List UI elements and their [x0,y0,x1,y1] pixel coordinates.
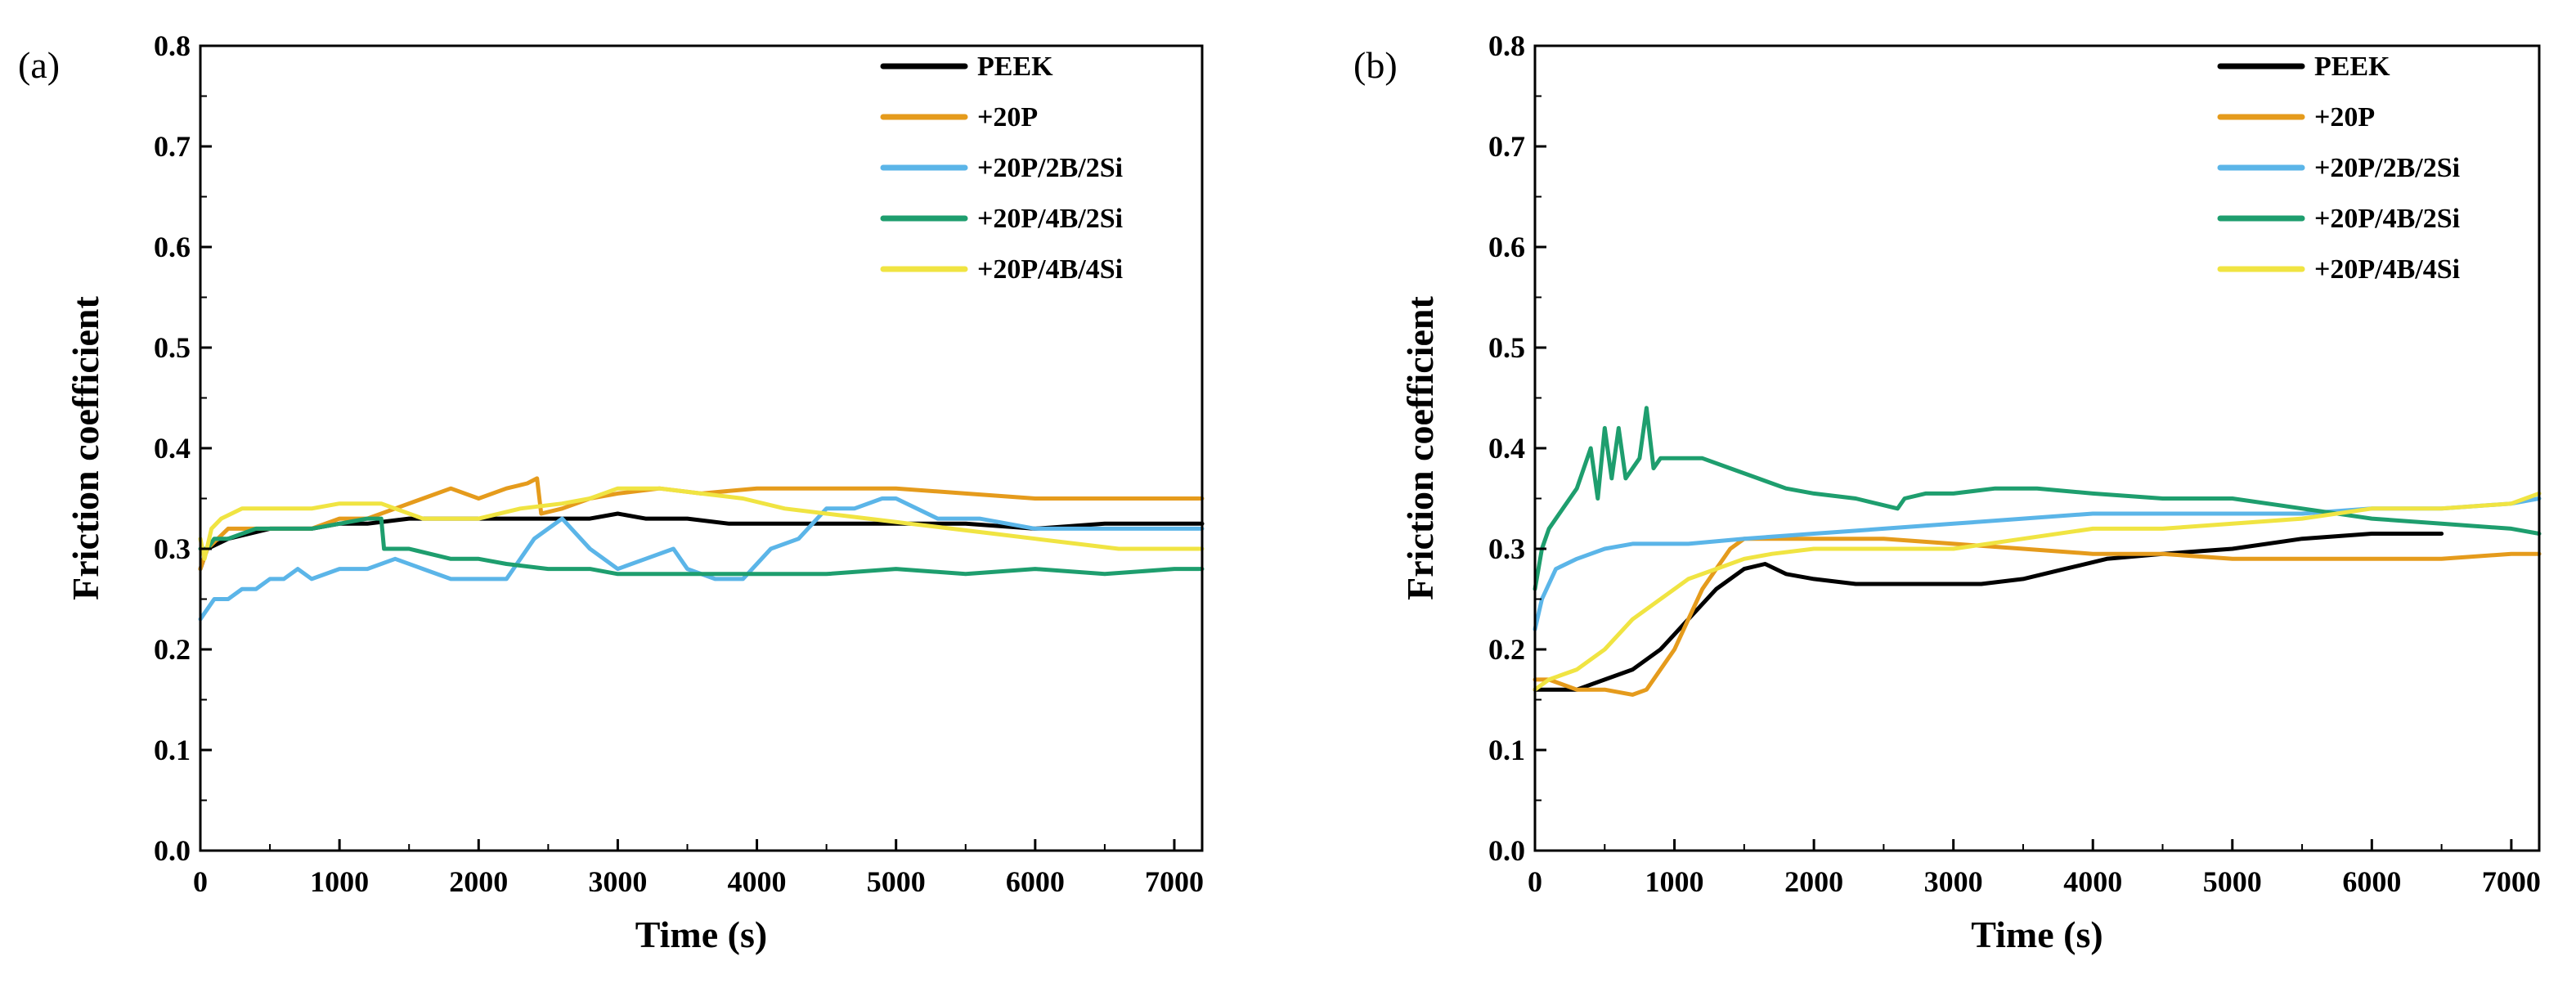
series-line-20p-4b-2si [1533,406,2542,591]
y-tick-label: 0.0 [154,834,191,867]
legend: PEEK +20P +20P/2B/2Si +20P/4B/2Si +20P/4B/4S… [880,52,1123,285]
x-tick-label: 4000 [728,865,787,898]
series-line-20p [1533,537,2542,697]
series-line-20p [198,476,1205,572]
y-tick-label: 0.5 [1488,331,1525,364]
y-tick-label: 0.1 [154,734,191,766]
series-line-20p-2b-2si [198,496,1205,622]
legend-label: +20P/4B/2Si [977,204,1123,234]
panel-label: (b) [1353,44,1398,86]
legend: PEEK +20P +20P/2B/2Si +20P/4B/2Si +20P/4B/4S… [2217,52,2460,285]
panel-label: (a) [18,44,60,86]
series-line-20p-4b-4si [198,486,1205,561]
legend-label: +20P/4B/4Si [977,254,1123,285]
legend-label: PEEK [977,52,1053,82]
y-tick-label: 0.8 [1488,29,1525,62]
legend-label: +20P/2B/2Si [2314,153,2460,183]
x-tick-label: 1000 [1645,865,1704,898]
series-group [1533,406,2542,697]
y-tick-label: 0.1 [1488,734,1525,766]
legend-label: PEEK [2314,52,2390,82]
x-tick-label: 6000 [2342,865,2401,898]
x-tick-label: 0 [1528,865,1542,898]
y-tick-label: 0.0 [1488,834,1525,867]
x-tick-label: 4000 [2063,865,2122,898]
legend-label: +20P/2B/2Si [977,153,1123,183]
legend-label: +20P [2314,102,2375,132]
y-tick-label: 0.6 [154,231,191,263]
y-tick-label: 0.7 [1488,130,1525,163]
y-tick-label: 0.4 [154,432,191,465]
x-tick-label: 5000 [867,865,926,898]
y-tick-label: 0.5 [154,331,191,364]
x-axis-title: Time (s) [1971,914,2103,955]
series-line-20p-4b-4si [1533,491,2542,692]
x-tick-label: 0 [193,865,208,898]
y-tick-label: 0.3 [1488,532,1525,565]
x-tick-label: 7000 [1145,865,1204,898]
x-tick-label: 6000 [1006,865,1065,898]
y-tick-label: 0.2 [1488,633,1525,666]
y-tick-label: 0.7 [154,130,191,163]
y-tick-label: 0.8 [154,29,191,62]
series-group [198,476,1205,622]
x-tick-label: 7000 [2482,865,2541,898]
y-tick-label: 0.2 [154,633,191,666]
series-line-20p-4b-2si [198,516,1205,577]
legend-label: +20P/4B/4Si [2314,254,2460,285]
x-tick-label: 1000 [310,865,369,898]
x-tick-label: 5000 [2203,865,2262,898]
x-tick-label: 2000 [1784,865,1843,898]
x-tick-label: 3000 [1924,865,1983,898]
y-tick-label: 0.3 [154,532,191,565]
y-axis-title: Friction coefficient [65,295,106,600]
legend-label: +20P [977,102,1038,132]
legend-label: +20P/4B/2Si [2314,204,2460,234]
x-tick-label: 2000 [449,865,508,898]
chart-panel-a: (a) 0 1000 2000 3000 4000 5000 6000 7000 0.0 0.1 0.… [18,29,1205,955]
y-axis-title: Friction coefficient [1399,295,1441,600]
y-tick-label: 0.6 [1488,231,1525,263]
x-tick-label: 3000 [588,865,647,898]
x-axis-title: Time (s) [635,914,767,955]
y-tick-label: 0.4 [1488,432,1525,465]
chart-panel-b: (b) 0 1000 2000 3000 4000 5000 6000 7000 0.0 0.1 0.… [1353,29,2542,955]
